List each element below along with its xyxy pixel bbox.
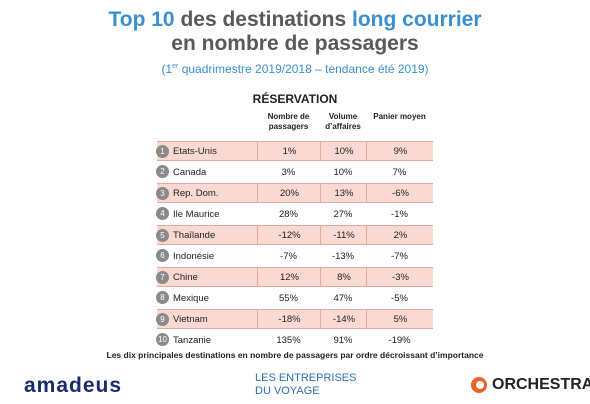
logo-text: ORCHESTRA [492,376,590,393]
value-cell: 10% [333,166,353,178]
logo-icon [471,377,487,393]
value-cell: -13% [331,250,355,262]
rank-badge: 2 [156,165,169,178]
value-cell: -14% [320,310,367,328]
rank-badge: 9 [156,313,169,326]
rank-badge: 4 [156,207,169,220]
value-cell: 9% [366,142,434,160]
value-cell: 10% [320,142,367,160]
value-cell: -1% [391,208,408,220]
table-row: 1 Etats-Unis 1% 10% 9% [156,141,434,161]
column-header: Panier moyen [373,112,426,121]
title-part: des destinations [180,8,347,31]
value-cell: 28% [278,208,298,220]
rank-badge: 1 [156,145,169,158]
logo-text: DU VOYAGE [255,385,320,397]
value-cell: 12% [257,268,321,286]
column-header: Nombre de passagers [267,112,310,131]
logo-edv: LES ENTREPRISES DU VOYAGE [255,372,356,398]
value-cell: 7% [392,166,407,178]
value-cell: 27% [333,208,353,220]
title-part: long courrier [351,8,482,31]
subtitle-sup: er [172,63,179,70]
destination: Mexique [173,292,209,304]
logo-text: LES ENTREPRISES [255,372,357,384]
value-cell: -6% [366,184,434,202]
value-cell: -7% [391,250,408,262]
value-cell: -11% [320,226,367,244]
value-cell: -12% [257,226,321,244]
rank-badge: 5 [156,229,169,242]
table-row: 2 Canada 3% 10% 7% [156,162,433,182]
value-cell: -5% [391,292,408,304]
title: Top 10 des destinations long courrier en… [0,8,590,56]
value-cell: 135% [276,334,301,346]
destination: Rep. Dom. [173,187,219,199]
value-cell: 2% [366,226,434,244]
rank-badge: 8 [156,291,169,304]
destination: Canada [173,166,207,178]
destination: Vietnam [173,313,208,325]
subtitle-text: quadrimestre 2019/2018 – tendance été 20… [181,62,429,76]
subtitle: (1er quadrimestre 2019/2018 – tendance é… [0,62,590,76]
table-row: 3 Rep. Dom. 20% 13% -6% [156,183,434,203]
destination: Chine [173,271,198,283]
destination: Thaïlande [173,229,216,241]
value-cell: 91% [333,334,353,346]
value-cell: -3% [366,268,434,286]
destination: Tanzanie [173,334,212,346]
table-row: 6 Indonésie -7% -13% -7% [156,246,433,266]
value-cell: 5% [366,310,434,328]
rank-badge: 3 [156,187,169,200]
value-cell: 1% [257,142,321,160]
rank-badge: 6 [156,249,169,262]
value-cell: -18% [257,310,321,328]
value-cell: 47% [333,292,353,304]
value-cell: 20% [257,184,321,202]
table-row: 10 Tanzanie 135% 91% -19% [156,330,433,350]
value-cell: -19% [388,334,411,346]
table-row: 4 Ile Maurice 28% 27% -1% [156,204,433,224]
rank-badge: 10 [156,333,169,346]
table-row: 5 Thaïlande -12% -11% 2% [156,225,434,245]
subtitle-text: (1 [161,62,173,76]
title-part: Top 10 [108,8,175,31]
table-row: 8 Mexique 55% 47% -5% [156,288,433,308]
table-row: 9 Vietnam -18% -14% 5% [156,309,434,329]
column-header: Volume d’affaires [325,112,361,131]
title-line2: en nombre de passagers [171,32,419,55]
value-cell: 13% [320,184,367,202]
caption: Les dix principales destinations en nomb… [106,350,484,360]
logo-orchestra: ORCHESTRA [470,376,590,394]
destination: Etats-Unis [173,145,217,157]
table-row: 7 Chine 12% 8% -3% [156,267,434,287]
logo-amadeus: amadeus [24,374,123,397]
value-cell: 55% [278,292,298,304]
value-cell: 8% [320,268,367,286]
rank-badge: 7 [156,271,169,284]
destination: Ile Maurice [173,208,220,220]
value-cell: 3% [281,166,296,178]
value-cell: -7% [280,250,297,262]
table-title: RÉSERVATION [252,92,338,106]
destination: Indonésie [173,250,215,262]
